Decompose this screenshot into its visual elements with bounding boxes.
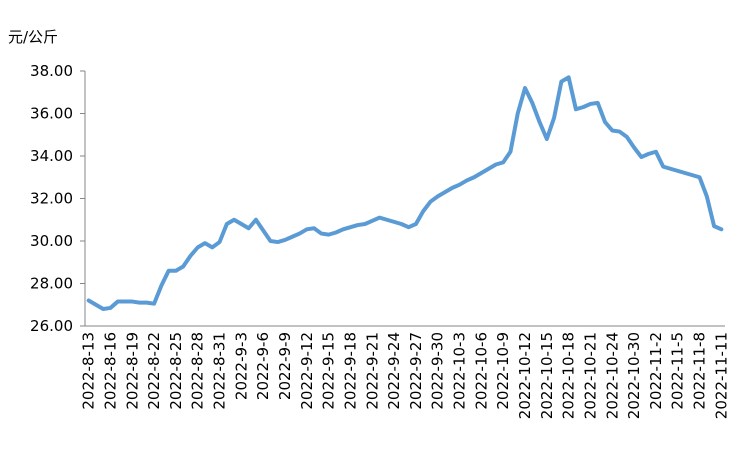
x-tick-label: 2022-9-27 <box>407 332 425 410</box>
x-tick-label: 2022-9-12 <box>298 332 316 410</box>
y-tick-label: 28.00 <box>30 275 73 293</box>
x-tick-label: 2022-10-30 <box>625 332 643 419</box>
x-tick-label: 2022-11-5 <box>669 332 687 410</box>
y-tick-label: 30.00 <box>30 232 73 250</box>
y-tick-label: 34.00 <box>30 147 73 165</box>
y-axis-unit: 元/公斤 <box>8 28 58 46</box>
x-tick-label: 2022-10-3 <box>451 332 469 410</box>
x-tick-label: 2022-9-24 <box>385 332 403 410</box>
x-tick-label: 2022-10-12 <box>516 332 534 419</box>
y-tick-label: 38.00 <box>30 62 73 80</box>
x-tick-label: 2022-9-15 <box>320 332 338 410</box>
y-tick-label: 26.00 <box>30 317 73 335</box>
x-tick-label: 2022-10-9 <box>494 332 512 410</box>
x-tick-label: 2022-11-11 <box>712 332 730 419</box>
x-tick-label: 2022-9-9 <box>276 332 294 400</box>
x-tick-label: 2022-10-6 <box>472 332 490 410</box>
x-tick-label: 2022-8-22 <box>145 332 163 410</box>
x-tick-label: 2022-8-28 <box>189 332 207 410</box>
x-tick-label: 2022-11-2 <box>647 332 665 410</box>
line-series <box>86 75 724 311</box>
x-tick-label: 2022-9-30 <box>429 332 447 410</box>
x-tick-label: 2022-9-3 <box>232 332 250 400</box>
x-tick-label: 2022-8-19 <box>123 332 141 410</box>
x-tick-label: 2022-8-16 <box>101 332 119 410</box>
x-tick-label: 2022-9-21 <box>363 332 381 410</box>
x-tick-label: 2022-8-31 <box>211 332 229 410</box>
x-tick-label: 2022-8-25 <box>167 332 185 410</box>
x-tick-label: 2022-10-21 <box>581 332 599 419</box>
x-tick-label: 2022-9-6 <box>254 332 272 400</box>
x-tick-label: 2022-8-13 <box>80 332 98 410</box>
y-tick-label: 36.00 <box>30 105 73 123</box>
y-tick-label: 32.00 <box>30 190 73 208</box>
x-tick-label: 2022-10-15 <box>538 332 556 419</box>
x-tick-label: 2022-10-24 <box>603 332 621 419</box>
x-tick-label: 2022-10-18 <box>560 332 578 419</box>
x-tick-label: 2022-9-18 <box>341 332 359 410</box>
x-tick-label: 2022-11-8 <box>691 332 709 410</box>
